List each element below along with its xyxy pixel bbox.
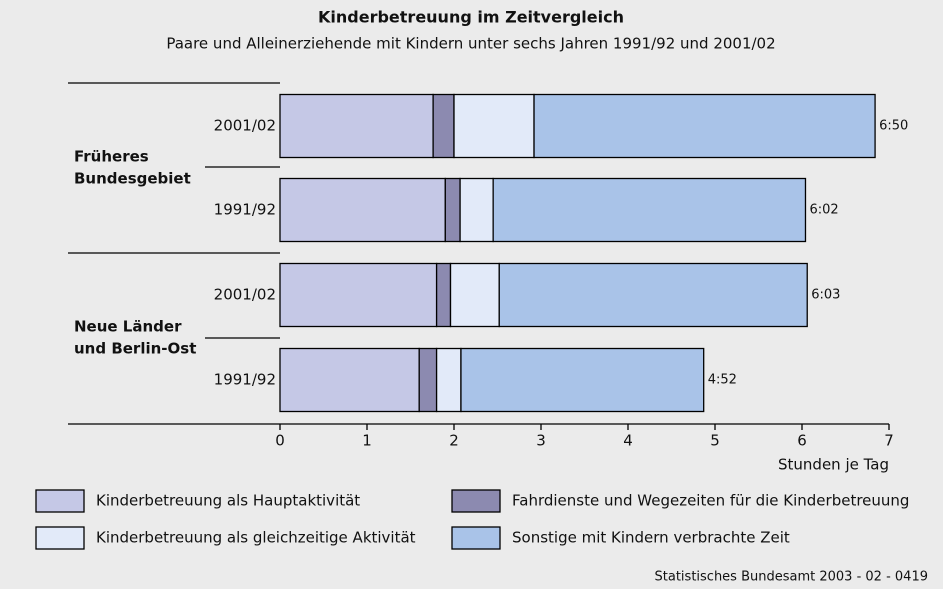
- y-tick-label: 1991/92: [214, 201, 276, 219]
- group-label: Bundesgebiet: [74, 170, 191, 188]
- bar-segment: [449, 262, 500, 328]
- x-axis-label: Stunden je Tag: [778, 456, 889, 474]
- legend-label: Kinderbetreuung als Hauptaktivität: [96, 492, 360, 510]
- legend-swatch: [451, 526, 501, 550]
- total-label: 6:03: [811, 288, 840, 303]
- bar-segment: [533, 93, 876, 159]
- group-label: Neue Länder: [74, 318, 182, 336]
- chart-subtitle: Paare und Alleinerziehende mit Kindern u…: [166, 35, 775, 53]
- legend-swatch: [451, 489, 501, 513]
- x-tick-label: 6: [797, 432, 807, 450]
- bar-segment: [279, 177, 446, 243]
- bar-segment: [435, 347, 462, 413]
- x-tick-label: 7: [884, 432, 894, 450]
- x-tick-label: 1: [362, 432, 372, 450]
- legend-swatch: [35, 489, 85, 513]
- bar-segment: [279, 262, 438, 328]
- bar-segment: [460, 347, 705, 413]
- bar-segment: [418, 347, 438, 413]
- x-tick-label: 4: [623, 432, 633, 450]
- legend-label: Kinderbetreuung als gleichzeitige Aktivi…: [96, 529, 416, 547]
- x-tick-label: 3: [536, 432, 546, 450]
- x-tick-label: 0: [275, 432, 285, 450]
- bar-segment: [459, 177, 494, 243]
- legend-label: Sonstige mit Kindern verbrachte Zeit: [512, 529, 790, 547]
- legend-label: Fahrdienste und Wegezeiten für die Kinde…: [512, 492, 909, 510]
- y-tick-label: 2001/02: [214, 286, 276, 304]
- chart-title: Kinderbetreuung im Zeitvergleich: [318, 8, 624, 27]
- y-tick-label: 1991/92: [214, 371, 276, 389]
- y-tick-label: 2001/02: [214, 117, 276, 135]
- total-label: 6:02: [809, 203, 838, 218]
- x-tick-label: 2: [449, 432, 459, 450]
- group-label: Früheres: [74, 148, 149, 166]
- source: Statistisches Bundesamt 2003 - 02 - 0419: [655, 570, 928, 585]
- bar-segment: [435, 262, 452, 328]
- bar-segment: [453, 93, 535, 159]
- x-tick-label: 5: [710, 432, 720, 450]
- bar-segment: [279, 347, 420, 413]
- bar-segment: [279, 93, 434, 159]
- group-label: und Berlin-Ost: [74, 340, 196, 358]
- bar-segment: [498, 262, 808, 328]
- total-label: 6:50: [879, 119, 908, 134]
- bar-segment: [432, 93, 455, 159]
- legend-swatch: [35, 526, 85, 550]
- bar-segment: [444, 177, 461, 243]
- bar-segment: [492, 177, 807, 243]
- total-label: 4:52: [708, 373, 737, 388]
